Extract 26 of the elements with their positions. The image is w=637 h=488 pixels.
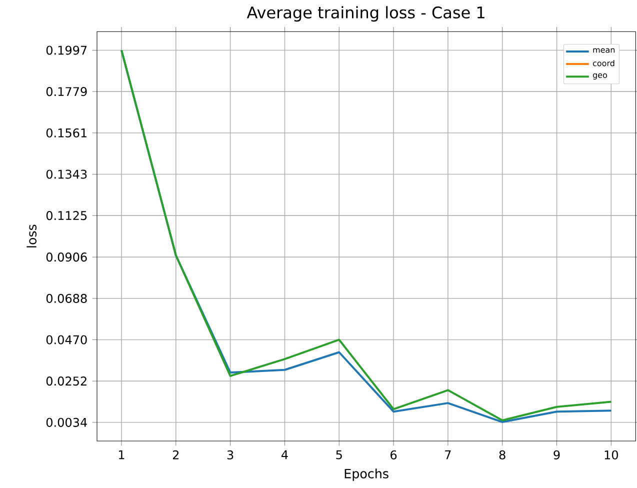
x-tick-label: 3 <box>227 450 234 460</box>
x-tick-label: 5 <box>336 450 342 460</box>
y-axis-title: loss <box>26 224 36 248</box>
y-tick-label: 0.0252 <box>46 376 86 386</box>
x-tick-label: 8 <box>499 450 506 460</box>
x-tick-label: 1 <box>118 450 124 460</box>
legend-label: coord <box>592 60 614 66</box>
x-tick-label: 7 <box>445 450 451 460</box>
x-tick-label: 4 <box>281 450 288 460</box>
legend-label: geo <box>592 73 607 80</box>
x-tick-label: 2 <box>172 450 179 460</box>
y-tick-label: 0.1125 <box>46 211 87 220</box>
y-tick-label: 0.0034 <box>46 418 87 427</box>
y-tick-label: 0.1779 <box>46 87 87 96</box>
x-tick-label: 10 <box>604 450 618 460</box>
x-tick-label: 9 <box>554 450 560 460</box>
y-tick-label: 0.0688 <box>46 294 87 303</box>
legend-label: mean <box>593 48 615 53</box>
y-tick-label: 0.1561 <box>46 128 87 138</box>
x-tick-label: 6 <box>390 450 397 460</box>
y-tick-label: 0.1343 <box>46 170 87 179</box>
chart-title: Average training loss - Case 1 <box>246 6 484 22</box>
y-tick-label: 0.0470 <box>46 335 87 344</box>
x-axis-title: Epochs <box>344 468 388 481</box>
y-tick-label: 0.0906 <box>46 252 87 262</box>
y-tick-label: 0.1997 <box>46 46 87 55</box>
